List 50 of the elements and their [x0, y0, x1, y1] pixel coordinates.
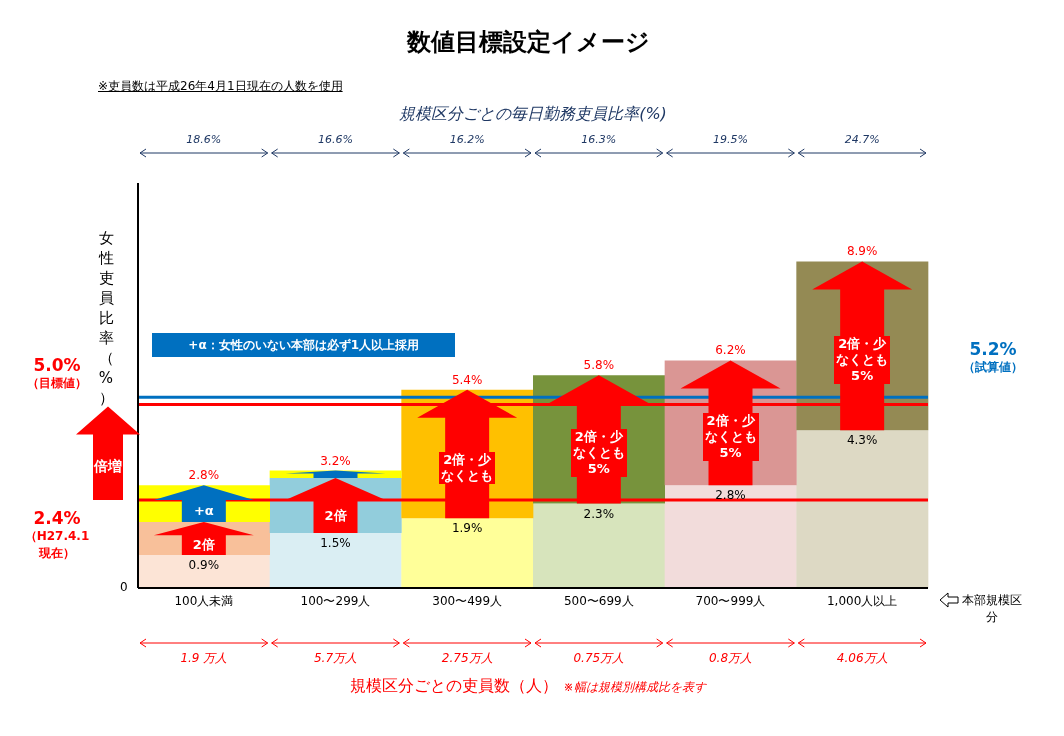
- ref-line-label: 2.4% （H27.4.1 現在）: [23, 507, 91, 562]
- banner: +α：女性のいない本部は必ず1人以上採用: [152, 333, 456, 358]
- data-label: 1.9%: [450, 521, 484, 536]
- text: 規模区分ごとの毎日勤務吏員比率(%): [398, 104, 668, 125]
- text: ※幅は規模別構成比を表す: [563, 680, 706, 694]
- data-label: 1.5%: [319, 535, 352, 550]
- x-tick-label: 500〜699人: [563, 593, 634, 608]
- x-tick-label: 700〜999人: [695, 593, 766, 608]
- text: 1.9 万人: [179, 650, 229, 667]
- data-label: 0.9%: [187, 557, 221, 572]
- text: 4.06万人: [835, 650, 889, 667]
- annotation: 2倍・少なくとも5%: [834, 335, 891, 384]
- total-label: 3.2%: [319, 453, 352, 468]
- text: 18.6%: [185, 133, 223, 146]
- annotation: 2倍: [192, 537, 215, 554]
- text: 0.75万人: [572, 650, 626, 667]
- chart-title: 数値目標設定イメージ: [405, 27, 651, 58]
- annotation: 2倍・少なくとも5%: [570, 429, 627, 478]
- x-tick-label: 100人未満: [174, 593, 234, 608]
- text: 5.7万人: [312, 650, 359, 667]
- annotation: +α: [193, 502, 214, 519]
- text: 2.75万人: [440, 650, 494, 667]
- annotation: 2倍: [324, 508, 347, 525]
- text: 本部規模区分: [962, 592, 1022, 626]
- total-label: 8.9%: [845, 244, 879, 259]
- annotation: 2倍・少なくとも5%: [702, 412, 759, 461]
- text: 16.6%: [317, 133, 354, 146]
- text: 24.7%: [843, 133, 881, 146]
- data-label: 2.8%: [714, 488, 747, 503]
- data-label: 2.3%: [582, 506, 616, 521]
- total-label: 5.4%: [450, 372, 484, 387]
- text: 女性吏員比率（%）: [98, 229, 114, 407]
- data-label: 4.3%: [845, 433, 879, 448]
- x-tick-label: 300〜499人: [432, 593, 503, 608]
- text: 16.2%: [448, 133, 486, 146]
- text: 倍増: [93, 457, 123, 477]
- total-label: 2.8%: [187, 468, 221, 483]
- ref-line-label: 5.2% （試算値）: [962, 339, 1024, 377]
- text: ※吏員数は平成26年4月1日現在の人数を使用: [98, 78, 343, 95]
- text: 0: [120, 580, 128, 594]
- total-label: 6.2%: [714, 343, 747, 358]
- text: 16.3%: [580, 133, 618, 146]
- annotation: 2倍・少なくとも: [439, 452, 496, 485]
- x-axis-title: 規模区分ごとの吏員数（人）: [350, 676, 559, 695]
- text: 0.8万人: [707, 650, 754, 667]
- x-tick-label: 100〜299人: [300, 593, 371, 608]
- text: 19.5%: [712, 133, 749, 146]
- total-label: 5.8%: [582, 358, 616, 373]
- ref-line-label: 5.0% （目標値）: [27, 354, 87, 390]
- x-tick-label: 1,000人以上: [826, 593, 898, 608]
